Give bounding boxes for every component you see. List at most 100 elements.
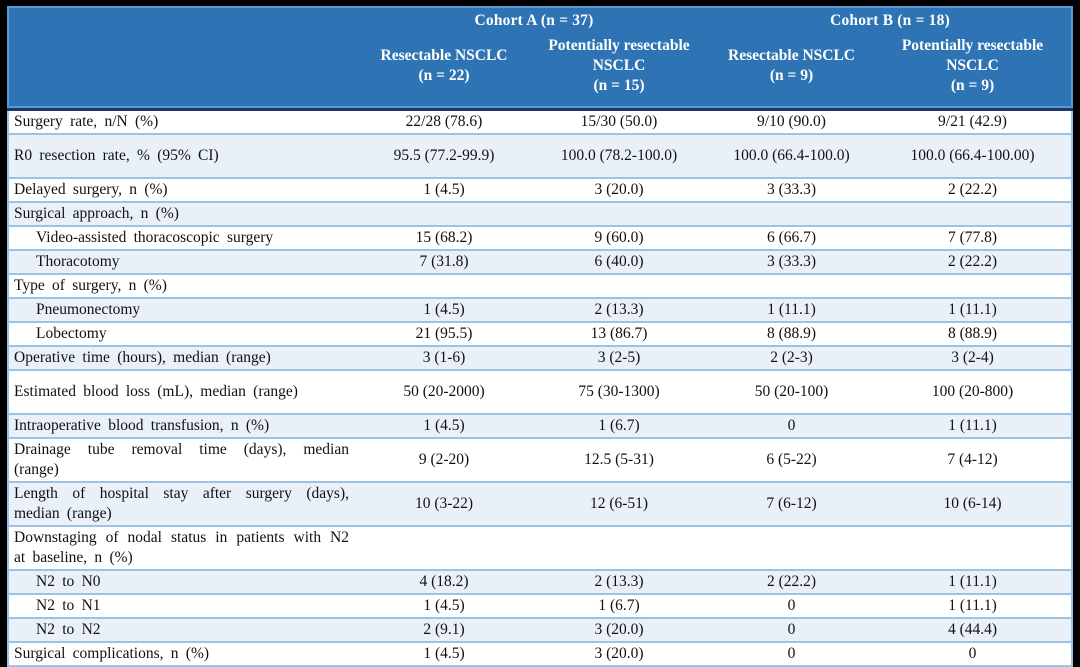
- column-header-cohort-a-resectable: Resectable NSCLC (n = 22): [359, 36, 529, 96]
- table-row: N2 to N1 1 (4.5) 1 (6.7) 0 1 (11.1): [9, 593, 1071, 617]
- row-value-cohort-b-potentially-resectable: 4 (44.4): [947, 621, 998, 639]
- row-value-cohort-b-potentially-resectable: [874, 275, 1071, 297]
- row-value-cohort-b-potentially-resectable: 100 (20-800): [931, 383, 1014, 401]
- column-header-n: (n = 15): [593, 77, 645, 95]
- table-row: Lobectomy 21 (95.5) 13 (86.7) 8 (88.9) 8…: [9, 321, 1071, 345]
- column-header-name: Potentially resectable NSCLC: [901, 37, 1044, 75]
- row-value-cohort-b-potentially-resectable: 10 (6-14): [943, 495, 1002, 513]
- column-header-n: (n = 22): [418, 67, 470, 85]
- row-label: Downstaging of nodal status in patients …: [14, 529, 349, 567]
- row-value-cohort-b-potentially-resectable: 7 (4-12): [947, 451, 998, 469]
- table-row: N2 to N2 2 (9.1) 3 (20.0) 0 4 (44.4): [9, 617, 1071, 642]
- table-row: Surgical approach, n (%): [9, 201, 1071, 226]
- row-value-cohort-a-resectable: 22/28 (78.6): [405, 113, 483, 131]
- row-value-cohort-b-resectable: 6 (66.7): [766, 229, 817, 247]
- row-value-cohort-b-potentially-resectable: 100.0 (66.4-100.00): [910, 147, 1035, 165]
- row-value-cohort-a-resectable: 1 (4.5): [423, 597, 465, 615]
- table-row: Downstaging of nodal status in patients …: [9, 525, 1071, 569]
- table-row: Pneumonectomy 1 (4.5) 2 (13.3) 1 (11.1) …: [9, 297, 1071, 322]
- row-label: N2 to N2: [36, 621, 101, 639]
- table-row: Length of hospital stay after surgery (d…: [9, 481, 1071, 526]
- row-value-cohort-b-potentially-resectable: [874, 527, 1071, 569]
- row-label: Lobectomy: [36, 325, 107, 343]
- row-value-cohort-a-resectable: 21 (95.5): [415, 325, 473, 343]
- column-header-cohort-b-resectable: Resectable NSCLC (n = 9): [709, 36, 874, 96]
- row-value-cohort-b-potentially-resectable: 2 (22.2): [947, 253, 998, 271]
- row-value-cohort-b-resectable: [709, 203, 874, 225]
- row-value-cohort-b-resectable: 0: [787, 645, 796, 663]
- row-value-cohort-b-resectable: 50 (20-100): [754, 383, 829, 401]
- row-value-cohort-b-potentially-resectable: 9/21 (42.9): [938, 113, 1007, 131]
- row-value-cohort-a-potentially-resectable: 1 (6.7): [598, 417, 640, 435]
- row-value-cohort-a-resectable: 10 (3-22): [414, 495, 474, 513]
- row-label: Thoracotomy: [36, 253, 120, 271]
- row-value-cohort-b-resectable: 0: [787, 621, 796, 639]
- column-header-name: Potentially resectable NSCLC: [548, 37, 690, 75]
- row-value-cohort-b-resectable: [709, 527, 874, 569]
- row-value-cohort-b-resectable: 1 (11.1): [767, 301, 816, 319]
- cohort-b-header: Cohort B (n = 18): [830, 12, 950, 29]
- subcolumn-header-row: Resectable NSCLC (n = 22) Potentially re…: [9, 34, 1071, 106]
- row-value-cohort-a-resectable: 9 (2-20): [418, 451, 470, 469]
- cohort-a-header: Cohort A (n = 37): [474, 12, 594, 29]
- row-value-cohort-b-potentially-resectable: 1 (11.1): [948, 573, 997, 591]
- row-value-cohort-a-resectable: 1 (4.5): [423, 301, 465, 319]
- row-value-cohort-b-resectable: 9/10 (90.0): [757, 113, 826, 131]
- row-value-cohort-a-potentially-resectable: [529, 203, 709, 225]
- table-row: Operative time (hours), median (range) 3…: [9, 345, 1071, 370]
- column-header-cohort-b-potentially-resectable: Potentially resectable NSCLC (n = 9): [874, 36, 1071, 96]
- row-value-cohort-b-potentially-resectable: 8 (88.9): [947, 325, 998, 343]
- row-label: Drainage tube removal time (days), media…: [14, 441, 349, 479]
- row-value-cohort-a-potentially-resectable: 12.5 (5-31): [584, 451, 654, 469]
- table-row: Drainage tube removal time (days), media…: [9, 437, 1071, 481]
- row-value-cohort-b-resectable: 0: [787, 417, 796, 435]
- row-value-cohort-a-potentially-resectable: 3 (20.0): [594, 621, 644, 639]
- table-body: Surgery rate, n/N (%) 22/28 (78.6) 15/30…: [7, 111, 1073, 667]
- row-value-cohort-a-resectable: 1 (4.5): [423, 417, 465, 435]
- table-row: Surgical complications, n (%) 1 (4.5) 3 …: [9, 641, 1071, 665]
- cohort-header-row: Cohort A (n = 37) Cohort B (n = 18): [9, 8, 1071, 34]
- surgery-outcomes-table: Cohort A (n = 37) Cohort B (n = 18) Rese…: [7, 6, 1073, 667]
- row-value-cohort-a-resectable: 50 (20-2000): [403, 383, 485, 401]
- row-value-cohort-b-potentially-resectable: 0: [968, 645, 977, 663]
- row-value-cohort-a-resectable: [359, 203, 529, 225]
- row-value-cohort-b-potentially-resectable: 1 (11.1): [948, 597, 997, 615]
- row-value-cohort-a-potentially-resectable: 2 (13.3): [594, 301, 644, 319]
- table-header: Cohort A (n = 37) Cohort B (n = 18) Rese…: [7, 6, 1073, 109]
- column-header-n: (n = 9): [769, 67, 814, 85]
- row-value-cohort-a-resectable: 7 (31.8): [419, 253, 469, 271]
- row-value-cohort-a-potentially-resectable: 3 (20.0): [594, 645, 644, 663]
- table-row: Estimated blood loss (mL), median (range…: [9, 369, 1071, 413]
- row-value-cohort-b-potentially-resectable: 3 (2-4): [951, 349, 994, 367]
- row-value-cohort-b-resectable: 8 (88.9): [766, 325, 817, 343]
- row-label: Surgical complications, n (%): [14, 645, 210, 663]
- row-value-cohort-a-potentially-resectable: 3 (20.0): [594, 181, 644, 199]
- header-body-divider: [7, 108, 1073, 112]
- row-value-cohort-b-resectable: 3 (33.3): [766, 253, 817, 271]
- row-label: Surgical approach, n (%): [14, 205, 179, 223]
- column-header-n: (n = 9): [950, 77, 995, 95]
- row-label: N2 to N0: [36, 573, 101, 591]
- row-value-cohort-a-potentially-resectable: 6 (40.0): [594, 253, 644, 271]
- row-value-cohort-b-potentially-resectable: 1 (11.1): [948, 417, 997, 435]
- table-row: R0 resection rate, % (95% CI) 95.5 (77.2…: [9, 133, 1071, 178]
- row-value-cohort-a-potentially-resectable: 3 (2-5): [597, 349, 641, 367]
- row-value-cohort-b-resectable: 2 (2-3): [770, 349, 813, 367]
- cohort-header-spacer: [9, 8, 359, 34]
- row-label: Estimated blood loss (mL), median (range…: [14, 383, 298, 401]
- table-row: Video-assisted thoracoscopic surgery 15 …: [9, 225, 1071, 249]
- table-row: Thoracotomy 7 (31.8) 6 (40.0) 3 (33.3) 2…: [9, 249, 1071, 274]
- row-value-cohort-b-potentially-resectable: [874, 203, 1071, 225]
- row-value-cohort-a-potentially-resectable: 13 (86.7): [590, 325, 648, 343]
- row-value-cohort-a-potentially-resectable: [529, 527, 709, 569]
- row-value-cohort-a-potentially-resectable: 12 (6-51): [589, 495, 649, 513]
- column-header-cohort-a-potentially-resectable: Potentially resectable NSCLC (n = 15): [529, 36, 709, 96]
- row-label: Pneumonectomy: [36, 301, 141, 319]
- row-value-cohort-b-resectable: 0: [787, 597, 796, 615]
- table-row: Intraoperative blood transfusion, n (%) …: [9, 413, 1071, 438]
- table-row: Surgery rate, n/N (%) 22/28 (78.6) 15/30…: [9, 111, 1071, 133]
- row-value-cohort-a-potentially-resectable: [529, 275, 709, 297]
- row-value-cohort-b-resectable: 100.0 (66.4-100.0): [733, 147, 850, 165]
- table-row: Delayed surgery, n (%) 1 (4.5) 3 (20.0) …: [9, 177, 1071, 201]
- row-label: Operative time (hours), median (range): [14, 349, 271, 367]
